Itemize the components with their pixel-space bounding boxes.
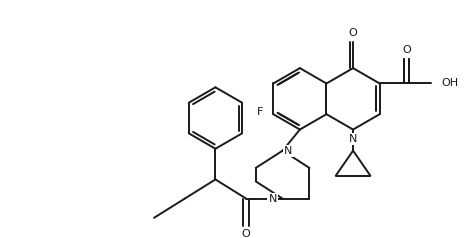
Text: N: N — [269, 194, 277, 204]
Text: O: O — [349, 28, 357, 38]
Text: O: O — [242, 229, 251, 238]
Text: O: O — [402, 45, 411, 55]
Text: OH: OH — [441, 79, 458, 89]
Text: N: N — [349, 134, 357, 144]
Text: N: N — [284, 146, 293, 156]
Text: F: F — [257, 107, 263, 117]
